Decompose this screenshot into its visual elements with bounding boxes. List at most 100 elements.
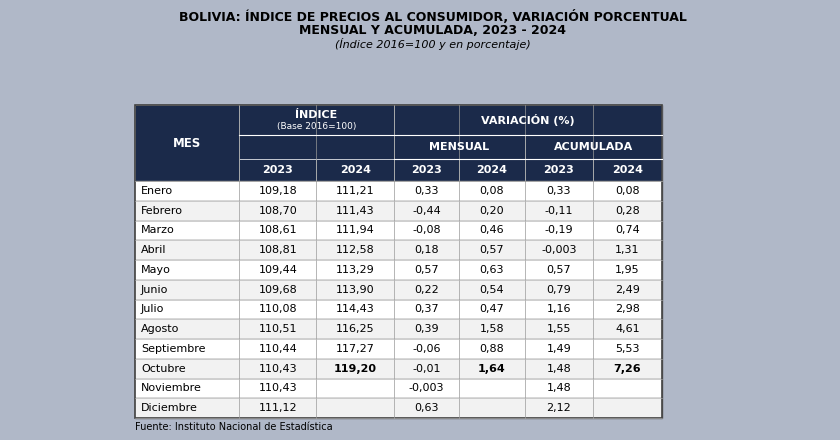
Text: (Base 2016=100): (Base 2016=100): [277, 121, 356, 131]
Bar: [135, 300, 662, 319]
Text: 109,44: 109,44: [259, 265, 297, 275]
Text: 1,64: 1,64: [478, 363, 506, 374]
Text: 0,39: 0,39: [414, 324, 438, 334]
Text: 110,43: 110,43: [259, 383, 297, 393]
Text: -0,08: -0,08: [412, 225, 441, 235]
Text: Abril: Abril: [141, 245, 166, 255]
Text: 111,43: 111,43: [336, 205, 375, 216]
Text: 109,68: 109,68: [259, 285, 297, 295]
Bar: [135, 319, 662, 339]
Bar: [135, 280, 662, 300]
Text: 116,25: 116,25: [336, 324, 375, 334]
Text: 0,57: 0,57: [480, 245, 504, 255]
Text: MES: MES: [173, 136, 202, 150]
Text: 1,48: 1,48: [547, 363, 571, 374]
Text: 0,74: 0,74: [615, 225, 640, 235]
Text: 109,18: 109,18: [259, 186, 297, 196]
Text: Diciembre: Diciembre: [141, 403, 198, 413]
Bar: [135, 220, 662, 240]
Text: Junio: Junio: [141, 285, 168, 295]
Text: Septiembre: Septiembre: [141, 344, 206, 354]
Text: 7,26: 7,26: [613, 363, 641, 374]
Bar: [135, 181, 662, 201]
Bar: [239, 105, 394, 135]
Text: 1,16: 1,16: [547, 304, 571, 314]
Text: 111,94: 111,94: [336, 225, 375, 235]
Text: BOLIVIA: ÍNDICE DE PRECIOS AL CONSUMIDOR, VARIACIÓN PORCENTUAL: BOLIVIA: ÍNDICE DE PRECIOS AL CONSUMIDOR…: [179, 10, 686, 24]
Text: Marzo: Marzo: [141, 225, 175, 235]
Text: Mayo: Mayo: [141, 265, 171, 275]
Text: 2024: 2024: [476, 165, 507, 175]
Text: Agosto: Agosto: [141, 324, 180, 334]
Bar: [394, 159, 459, 181]
Text: -0,11: -0,11: [544, 205, 573, 216]
Text: Julio: Julio: [141, 304, 165, 314]
Text: 2,12: 2,12: [547, 403, 571, 413]
Text: 108,81: 108,81: [259, 245, 297, 255]
Text: 2,49: 2,49: [615, 285, 640, 295]
Bar: [593, 159, 662, 181]
Text: 111,21: 111,21: [336, 186, 375, 196]
Text: 2024: 2024: [339, 165, 370, 175]
Bar: [135, 260, 662, 280]
Text: 113,29: 113,29: [336, 265, 375, 275]
Text: MENSUAL Y ACUMULADA, 2023 - 2024: MENSUAL Y ACUMULADA, 2023 - 2024: [299, 24, 566, 37]
Text: 0,46: 0,46: [480, 225, 504, 235]
Text: Fuente: Instituto Nacional de Estadística: Fuente: Instituto Nacional de Estadístic…: [135, 422, 333, 432]
Text: 112,58: 112,58: [336, 245, 375, 255]
Text: 1,55: 1,55: [547, 324, 571, 334]
Text: 0,79: 0,79: [547, 285, 571, 295]
Text: -0,003: -0,003: [541, 245, 577, 255]
Text: -0,06: -0,06: [412, 344, 441, 354]
Text: 110,43: 110,43: [259, 363, 297, 374]
Bar: [135, 201, 662, 220]
Text: 0,33: 0,33: [547, 186, 571, 196]
Text: MENSUAL: MENSUAL: [429, 142, 490, 152]
Text: Enero: Enero: [141, 186, 173, 196]
Text: 114,43: 114,43: [336, 304, 375, 314]
Text: 117,27: 117,27: [336, 344, 375, 354]
Bar: [525, 159, 593, 181]
Bar: [394, 105, 662, 135]
Bar: [135, 398, 662, 418]
Text: 0,20: 0,20: [480, 205, 504, 216]
Bar: [135, 105, 662, 418]
Text: 110,44: 110,44: [259, 344, 297, 354]
Text: 0,08: 0,08: [480, 186, 504, 196]
Text: 0,22: 0,22: [414, 285, 439, 295]
Text: -0,44: -0,44: [412, 205, 441, 216]
Text: 0,08: 0,08: [615, 186, 640, 196]
Bar: [239, 159, 317, 181]
Bar: [135, 105, 662, 418]
Text: 1,48: 1,48: [547, 383, 571, 393]
Text: 108,70: 108,70: [259, 205, 297, 216]
Text: 0,18: 0,18: [414, 245, 438, 255]
Text: (Índice 2016=100 y en porcentaje): (Índice 2016=100 y en porcentaje): [334, 38, 530, 50]
Text: VARIACIÓN (%): VARIACIÓN (%): [480, 114, 575, 126]
Text: 0,54: 0,54: [480, 285, 504, 295]
Text: Octubre: Octubre: [141, 363, 186, 374]
Text: ACUMULADA: ACUMULADA: [554, 142, 633, 152]
Bar: [135, 105, 239, 181]
Text: 110,51: 110,51: [259, 324, 297, 334]
Text: 2,98: 2,98: [615, 304, 640, 314]
Bar: [135, 359, 662, 378]
Bar: [459, 159, 525, 181]
Bar: [394, 135, 525, 159]
Text: 1,95: 1,95: [615, 265, 640, 275]
Text: 111,12: 111,12: [259, 403, 297, 413]
Bar: [239, 135, 394, 159]
Text: -0,01: -0,01: [412, 363, 441, 374]
Text: 1,58: 1,58: [480, 324, 504, 334]
Bar: [135, 339, 662, 359]
Text: 0,57: 0,57: [414, 265, 438, 275]
Text: -0,19: -0,19: [544, 225, 573, 235]
Text: 0,63: 0,63: [480, 265, 504, 275]
Text: 108,61: 108,61: [259, 225, 297, 235]
Text: 2023: 2023: [543, 165, 575, 175]
Text: 0,37: 0,37: [414, 304, 438, 314]
Text: 0,63: 0,63: [414, 403, 438, 413]
Text: 1,49: 1,49: [547, 344, 571, 354]
Text: 0,57: 0,57: [547, 265, 571, 275]
Text: 5,53: 5,53: [615, 344, 639, 354]
